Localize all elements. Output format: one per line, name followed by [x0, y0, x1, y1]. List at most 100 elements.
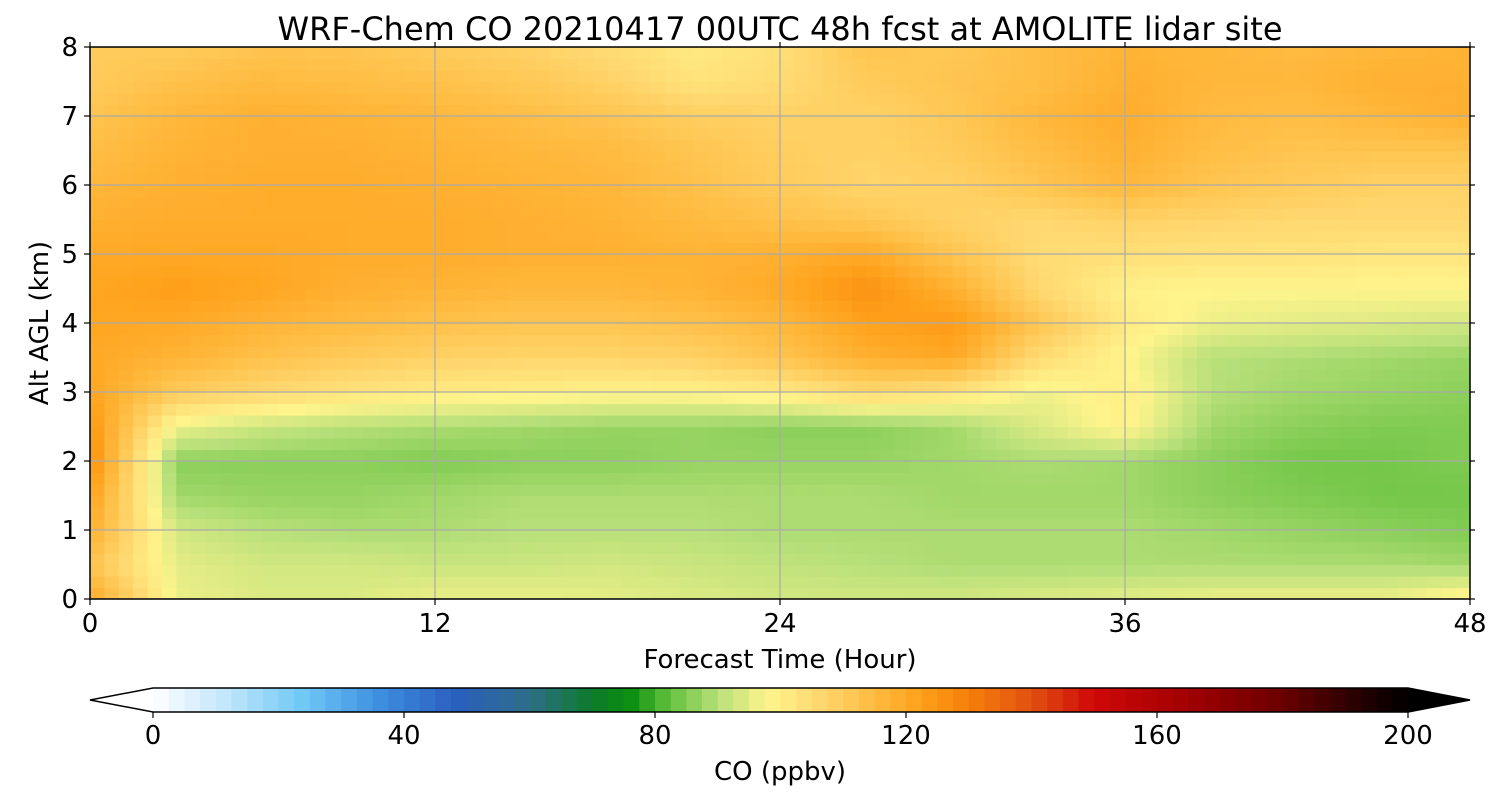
- co-cell: [1412, 438, 1428, 451]
- colorbar-swatch: [184, 688, 201, 712]
- co-cell: [1125, 196, 1140, 209]
- co-cell: [1254, 357, 1270, 370]
- co-cell: [1441, 47, 1457, 60]
- co-cell: [1254, 162, 1270, 175]
- co-cell: [463, 104, 479, 117]
- co-cell: [650, 311, 666, 324]
- co-cell: [1182, 484, 1198, 497]
- co-cell: [736, 288, 752, 301]
- co-cell: [1067, 392, 1083, 405]
- co-cell: [334, 518, 350, 531]
- co-cell: [909, 438, 925, 451]
- co-cell: [1355, 576, 1370, 589]
- co-cell: [952, 564, 968, 577]
- co-cell: [823, 380, 839, 393]
- co-cell: [1326, 484, 1342, 497]
- co-cell: [219, 254, 235, 267]
- co-cell: [1398, 208, 1414, 221]
- co-cell: [564, 518, 580, 531]
- co-cell: [1024, 104, 1040, 117]
- co-cell: [880, 242, 896, 255]
- co-cell: [1096, 47, 1112, 60]
- co-cell: [1240, 518, 1255, 531]
- co-cell: [765, 311, 781, 324]
- co-cell: [1311, 265, 1327, 278]
- co-cell: [736, 162, 752, 175]
- co-cell: [1383, 507, 1399, 520]
- co-cell: [391, 58, 407, 71]
- co-cell: [1096, 208, 1112, 221]
- co-cell: [607, 495, 623, 508]
- co-cell: [449, 461, 465, 474]
- co-cell: [895, 438, 910, 451]
- co-cell: [1196, 265, 1212, 278]
- co-cell: [320, 104, 335, 117]
- co-cell: [995, 81, 1011, 94]
- co-cell: [837, 116, 853, 129]
- co-cell: [406, 265, 422, 278]
- co-cell: [276, 70, 292, 83]
- co-cell: [1211, 93, 1227, 106]
- co-cell: [808, 208, 824, 221]
- co-cell: [305, 93, 321, 106]
- co-cell: [1053, 242, 1069, 255]
- co-cell: [1182, 219, 1198, 232]
- co-cell: [564, 449, 580, 462]
- co-cell: [147, 541, 163, 554]
- co-cell: [1038, 47, 1054, 60]
- co-cell: [780, 587, 795, 599]
- co-cell: [420, 357, 436, 370]
- co-cell: [794, 587, 810, 599]
- co-cell: [995, 47, 1011, 60]
- co-cell: [276, 139, 292, 152]
- co-cell: [952, 254, 968, 267]
- co-cell: [233, 576, 249, 589]
- co-cell: [1412, 254, 1428, 267]
- co-cell: [377, 403, 393, 416]
- co-cell: [506, 507, 522, 520]
- co-cell: [1297, 127, 1313, 140]
- co-cell: [262, 449, 278, 462]
- co-cell: [1426, 311, 1442, 324]
- co-cell: [1153, 587, 1169, 599]
- co-cell: [880, 185, 896, 198]
- co-cell: [966, 139, 982, 152]
- co-cell: [1139, 277, 1155, 290]
- co-cell: [133, 208, 149, 221]
- co-cell: [621, 47, 637, 60]
- co-cell: [966, 81, 982, 94]
- co-cell: [765, 300, 781, 313]
- co-cell: [823, 254, 839, 267]
- co-cell: [1283, 70, 1299, 83]
- co-cell: [1125, 47, 1140, 60]
- co-cell: [176, 116, 192, 129]
- co-cell: [550, 196, 565, 209]
- co-cell: [1383, 576, 1399, 589]
- co-cell: [118, 426, 134, 439]
- co-cell: [1110, 104, 1126, 117]
- co-cell: [147, 380, 163, 393]
- co-cell: [693, 403, 709, 416]
- co-cell: [205, 162, 220, 175]
- co-cell: [449, 323, 465, 336]
- co-cell: [348, 495, 364, 508]
- co-cell: [679, 81, 695, 94]
- co-cell: [1125, 231, 1140, 244]
- co-cell: [233, 242, 249, 255]
- co-cell: [1398, 587, 1414, 599]
- co-cell: [866, 127, 882, 140]
- co-cell: [1038, 311, 1054, 324]
- co-cell: [952, 300, 968, 313]
- co-cell: [1383, 334, 1399, 347]
- co-cell: [966, 162, 982, 175]
- co-cell: [823, 70, 839, 83]
- co-cell: [420, 576, 436, 589]
- co-cell: [995, 587, 1011, 599]
- co-cell: [851, 58, 867, 71]
- co-cell: [550, 173, 565, 186]
- co-cell: [363, 507, 379, 520]
- co-cell: [1038, 93, 1054, 106]
- co-cell: [248, 196, 264, 209]
- co-cell: [1441, 587, 1457, 599]
- co-cell: [1441, 541, 1457, 554]
